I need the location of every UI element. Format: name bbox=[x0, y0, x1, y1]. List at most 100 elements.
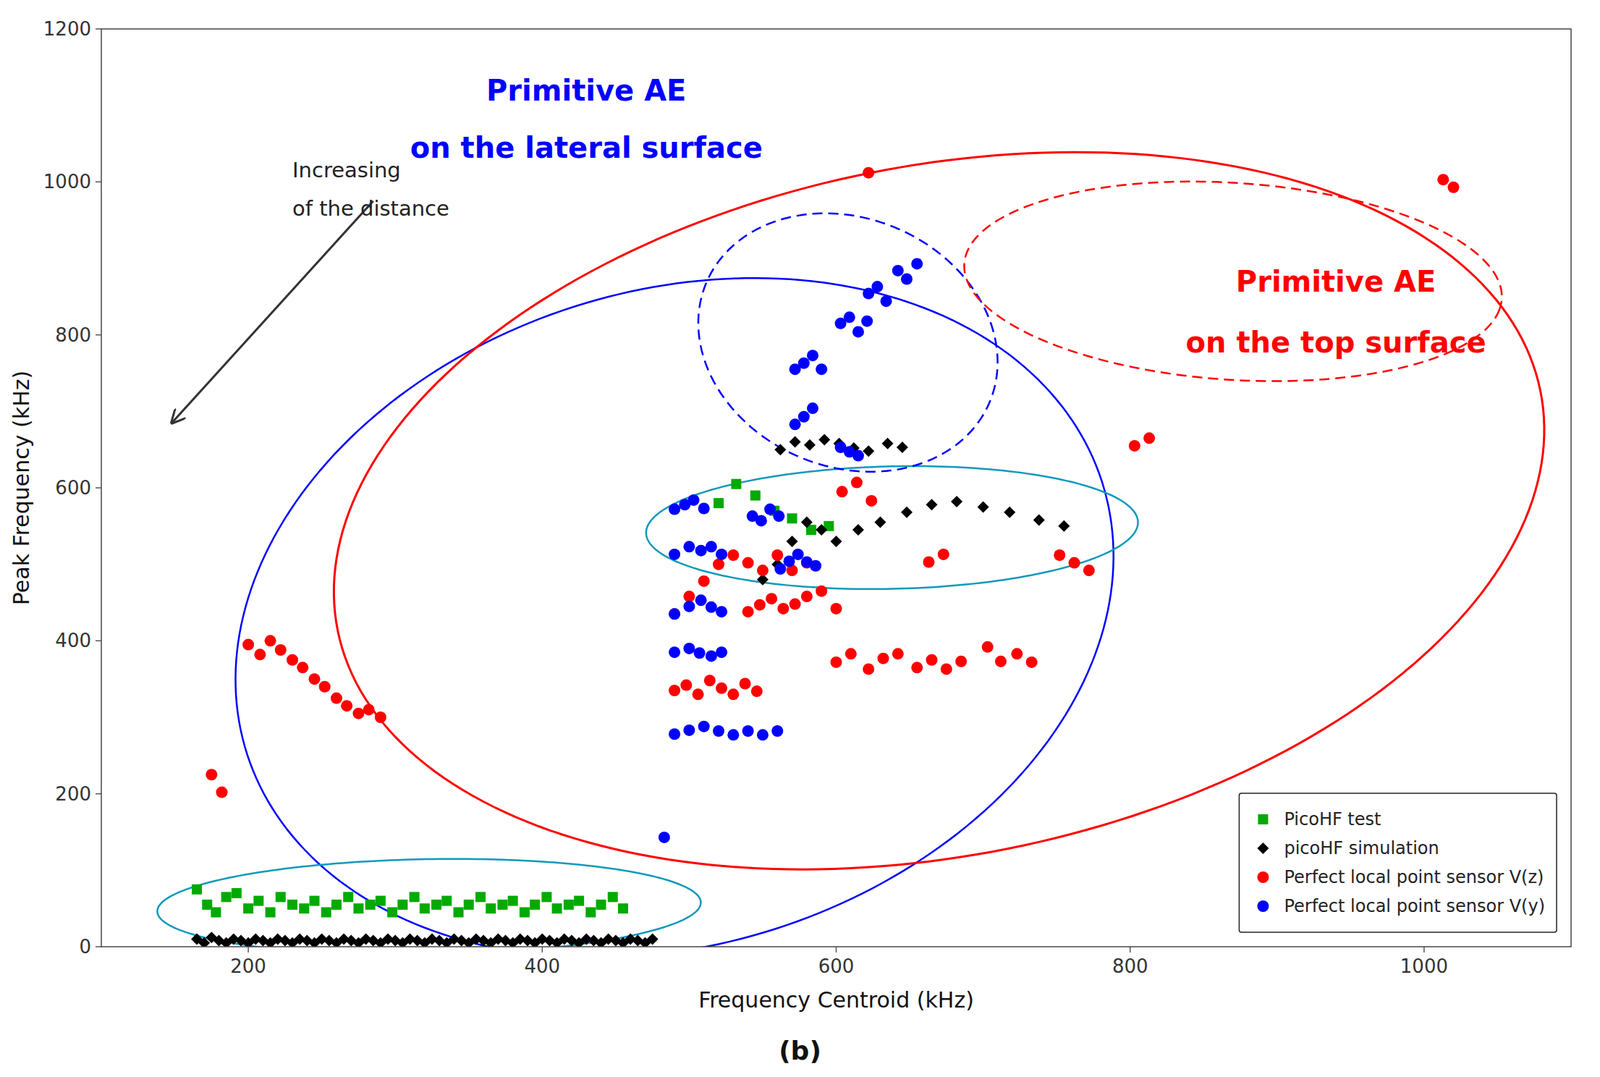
point bbox=[585, 906, 596, 917]
point bbox=[191, 884, 202, 895]
point bbox=[871, 280, 883, 293]
point bbox=[865, 494, 878, 507]
legend-label: picoHF simulation bbox=[1283, 837, 1439, 859]
point bbox=[705, 601, 718, 613]
point bbox=[892, 647, 904, 660]
point bbox=[687, 494, 700, 506]
point bbox=[712, 558, 725, 571]
point bbox=[715, 548, 728, 561]
point bbox=[668, 503, 681, 516]
legend-box bbox=[1238, 793, 1557, 933]
point bbox=[882, 437, 894, 450]
point bbox=[363, 703, 375, 715]
point bbox=[727, 728, 739, 741]
legend-label: PicoHF test bbox=[1283, 809, 1381, 830]
point bbox=[668, 684, 681, 697]
point bbox=[704, 674, 716, 687]
point bbox=[409, 891, 420, 902]
x-tick bbox=[247, 946, 249, 953]
point bbox=[508, 895, 519, 907]
point bbox=[463, 899, 474, 910]
plot-area bbox=[101, 28, 1572, 947]
point bbox=[695, 594, 708, 606]
y-tick bbox=[95, 334, 102, 336]
point bbox=[801, 516, 813, 529]
point bbox=[798, 411, 810, 423]
point bbox=[1437, 173, 1449, 186]
point bbox=[995, 655, 1007, 668]
point bbox=[658, 831, 671, 844]
point bbox=[352, 707, 364, 720]
point bbox=[830, 602, 843, 615]
x-tick-label: 600 bbox=[818, 955, 855, 977]
legend-label: Perfect local point sensor V(y) bbox=[1283, 895, 1546, 917]
point bbox=[1143, 432, 1155, 444]
point bbox=[397, 899, 408, 910]
point bbox=[765, 592, 778, 605]
ellipse bbox=[963, 181, 1502, 382]
point bbox=[815, 523, 828, 536]
point bbox=[475, 891, 486, 902]
y-axis-label: Peak Frequency (kHz) bbox=[8, 370, 35, 605]
point bbox=[1128, 439, 1141, 452]
point bbox=[777, 602, 789, 615]
point bbox=[596, 899, 607, 910]
point bbox=[756, 728, 769, 741]
point bbox=[563, 899, 574, 910]
y-tick bbox=[95, 487, 102, 489]
point bbox=[683, 724, 695, 736]
point bbox=[940, 662, 953, 675]
point bbox=[265, 906, 276, 917]
point bbox=[683, 642, 695, 655]
point bbox=[862, 445, 875, 457]
point bbox=[877, 652, 889, 665]
chart: 2004006008001000020040060080010001200Fre… bbox=[0, 0, 1600, 1077]
point bbox=[896, 441, 909, 454]
point bbox=[419, 903, 430, 914]
point bbox=[201, 899, 213, 910]
annotation: on the lateral surface bbox=[410, 130, 763, 165]
point bbox=[1057, 520, 1070, 532]
point bbox=[751, 685, 763, 697]
y-tick-label: 400 bbox=[54, 629, 92, 652]
point bbox=[852, 450, 865, 462]
point bbox=[552, 903, 563, 914]
point bbox=[375, 895, 386, 907]
y-tick-label: 0 bbox=[78, 935, 92, 958]
point bbox=[739, 678, 752, 690]
point bbox=[1003, 506, 1016, 519]
point bbox=[836, 485, 849, 498]
point bbox=[851, 476, 863, 489]
series bbox=[658, 257, 923, 843]
y-tick bbox=[95, 640, 102, 642]
point bbox=[755, 514, 768, 527]
point bbox=[441, 895, 452, 907]
point bbox=[205, 768, 218, 781]
point bbox=[981, 641, 994, 653]
point bbox=[787, 513, 798, 524]
legend-marker bbox=[1256, 900, 1269, 912]
point bbox=[792, 548, 804, 561]
point bbox=[365, 899, 376, 910]
point bbox=[683, 590, 695, 603]
legend: PicoHF test picoHF simulation Perfect loca… bbox=[1238, 793, 1557, 933]
point bbox=[926, 498, 938, 511]
point bbox=[786, 535, 799, 548]
point bbox=[806, 349, 819, 362]
y-tick-label: 1000 bbox=[43, 170, 92, 193]
point bbox=[668, 646, 681, 658]
point bbox=[715, 646, 728, 658]
annotation: on the top surface bbox=[1186, 325, 1487, 359]
point bbox=[750, 490, 761, 501]
y-tick-label: 800 bbox=[54, 324, 92, 346]
point bbox=[298, 903, 310, 914]
point bbox=[715, 605, 728, 618]
point bbox=[862, 167, 875, 179]
point bbox=[264, 634, 277, 647]
point bbox=[519, 906, 530, 917]
point bbox=[862, 662, 875, 675]
point bbox=[880, 295, 893, 307]
y-tick-label: 1200 bbox=[43, 18, 92, 40]
point bbox=[618, 903, 629, 914]
point bbox=[698, 502, 710, 515]
